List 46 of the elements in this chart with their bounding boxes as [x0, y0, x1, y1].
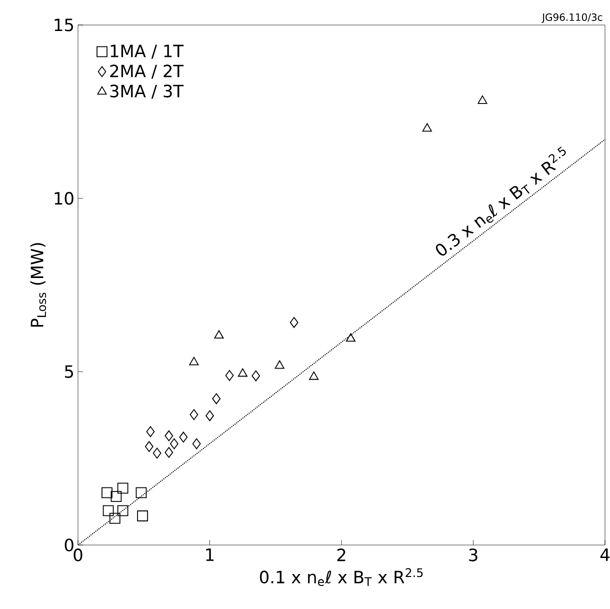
point — [206, 410, 214, 422]
point — [290, 316, 298, 328]
text: 0.3 x n$_{e}$ℓ x B$_{T}$ x R$^{2.5}$ — [436, 146, 566, 256]
point — [164, 430, 174, 442]
y-tick-label: 10 — [54, 192, 74, 205]
x-tick-label: 3 — [469, 548, 478, 562]
x-tick-label: 4 — [600, 548, 610, 561]
legend-label: 1MA / 1T — [110, 44, 184, 59]
point — [189, 356, 199, 366]
x-tick-label: 1 — [206, 548, 214, 561]
point — [192, 438, 201, 450]
point — [212, 393, 221, 404]
y-tick-label: 0 — [64, 538, 74, 552]
point — [109, 512, 120, 524]
point — [110, 491, 122, 502]
point — [117, 482, 128, 494]
point — [346, 333, 356, 342]
point — [102, 505, 114, 516]
point — [144, 441, 154, 452]
x-axis-title: 0.1 x n$_{e}$ℓ x B$_{T}$ x R$^{2.5}$ — [260, 568, 423, 586]
point — [225, 370, 234, 381]
point — [478, 95, 488, 104]
point — [164, 446, 174, 458]
point — [274, 360, 284, 369]
legend-label: 2MA / 2T — [110, 64, 184, 79]
point — [136, 487, 147, 498]
y-axis-title: P$_{Loss}$ (MW) — [30, 243, 46, 327]
point — [422, 123, 432, 132]
y-tick-label: 5 — [65, 365, 73, 378]
point — [309, 371, 319, 380]
point — [214, 330, 224, 339]
point — [152, 448, 162, 459]
point — [179, 432, 188, 443]
point — [252, 370, 260, 382]
point — [170, 438, 178, 450]
point — [137, 510, 148, 522]
point — [146, 426, 155, 438]
legend-label: 3MA / 3T — [110, 84, 184, 99]
point — [102, 487, 112, 498]
x-tick-label: 0 — [74, 548, 82, 562]
text: JG96.110/3c — [542, 13, 602, 23]
point — [117, 505, 128, 516]
point — [238, 368, 248, 377]
y-tick-label: 15 — [54, 18, 73, 32]
point — [190, 409, 198, 420]
x-tick-label: 2 — [337, 548, 346, 562]
